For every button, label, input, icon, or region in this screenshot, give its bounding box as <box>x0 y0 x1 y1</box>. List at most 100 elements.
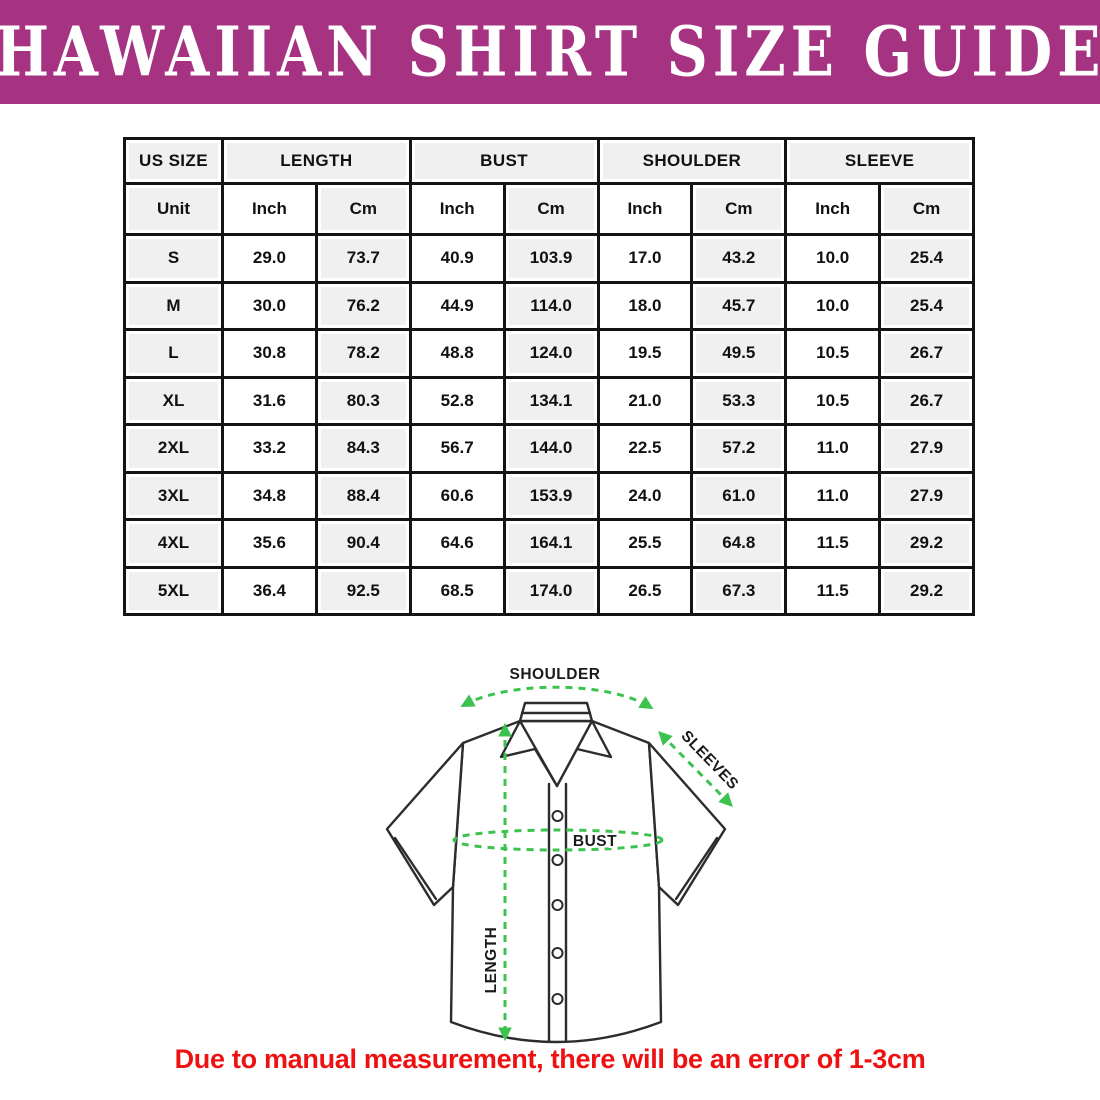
measurement-cell: 25.4 <box>878 280 975 331</box>
measurement-cell: 22.5 <box>596 423 694 474</box>
measurement-cell: 48.8 <box>408 328 506 379</box>
button <box>551 899 564 911</box>
measurement-cell: 53.3 <box>690 375 788 426</box>
measurement-cell: 84.3 <box>314 423 412 474</box>
shirt-outline <box>385 701 727 1044</box>
button <box>551 810 564 822</box>
page-title: HAWAIIAN SHIRT SIZE GUIDE <box>0 11 1100 93</box>
unit-cell: Inch <box>221 182 318 236</box>
measurement-cell: 11.0 <box>784 470 882 521</box>
col-header-sleeve: SLEEVE <box>784 137 975 185</box>
measurement-cell: 26.5 <box>596 565 694 616</box>
table-row: L 30.8 78.2 48.8 124.0 19.5 49.5 10.5 26.7 <box>123 328 975 379</box>
unit-header-cell: Unit <box>123 182 224 236</box>
unit-cell: Cm <box>502 182 600 236</box>
measurement-cell: 92.5 <box>314 565 412 616</box>
unit-cell: Cm <box>314 182 412 236</box>
group-header-row: US SIZE LENGTH BUST SHOULDER SLEEVE <box>123 137 975 185</box>
measurement-cell: 49.5 <box>690 328 788 379</box>
size-label-cell: L <box>123 328 224 379</box>
col-header-bust: BUST <box>408 137 600 185</box>
measurement-cell: 90.4 <box>314 518 412 569</box>
size-label-cell: S <box>123 233 224 284</box>
measurement-cell: 80.3 <box>314 375 412 426</box>
measurement-cell: 68.5 <box>408 565 506 616</box>
measurement-cell: 25.5 <box>596 518 694 569</box>
size-table: US SIZE LENGTH BUST SHOULDER SLEEVE Unit… <box>123 137 975 616</box>
length-label: LENGTH <box>483 927 500 994</box>
measurement-cell: 29.0 <box>221 233 318 284</box>
measurement-cell: 36.4 <box>221 565 318 616</box>
measurement-cell: 43.2 <box>690 233 788 284</box>
measurement-cell: 30.8 <box>221 328 318 379</box>
bust-loop <box>452 828 664 852</box>
measurement-cell: 124.0 <box>502 328 600 379</box>
button <box>551 993 564 1005</box>
shirt-left-cuff-line <box>393 836 438 901</box>
size-label-cell: 3XL <box>123 470 224 521</box>
measurement-cell: 34.8 <box>221 470 318 521</box>
unit-cell: Cm <box>878 182 975 236</box>
measurement-cell: 18.0 <box>596 280 694 331</box>
button <box>551 854 564 866</box>
title-banner: HAWAIIAN SHIRT SIZE GUIDE <box>0 0 1100 104</box>
measurement-cell: 60.6 <box>408 470 506 521</box>
unit-cell: Cm <box>690 182 788 236</box>
table-row: S 29.0 73.7 40.9 103.9 17.0 43.2 10.0 25.4 <box>123 233 975 284</box>
table-row: 5XL 36.4 92.5 68.5 174.0 26.5 67.3 11.5 29.2 <box>123 565 975 616</box>
measurement-cell: 61.0 <box>690 470 788 521</box>
measurement-cell: 30.0 <box>221 280 318 331</box>
measurement-cell: 103.9 <box>502 233 600 284</box>
measurement-cell: 31.6 <box>221 375 318 426</box>
measurement-cell: 29.2 <box>878 518 975 569</box>
col-header-us-size: US SIZE <box>123 137 224 185</box>
measurement-cell: 29.2 <box>878 565 975 616</box>
size-label-cell: 2XL <box>123 423 224 474</box>
shirt-buttons <box>551 810 564 1005</box>
measurement-cell: 40.9 <box>408 233 506 284</box>
measurement-cell: 73.7 <box>314 233 412 284</box>
measurement-cell: 33.2 <box>221 423 318 474</box>
unit-header-row: Unit Inch Cm Inch Cm Inch Cm Inch Cm <box>123 182 975 236</box>
measurement-cell: 21.0 <box>596 375 694 426</box>
size-label-cell: M <box>123 280 224 331</box>
measurement-cell: 44.9 <box>408 280 506 331</box>
shirt-diagram: SHOULDER SLEEVES BUST LENGTH <box>358 652 782 1064</box>
measurement-cell: 11.0 <box>784 423 882 474</box>
measurement-cell: 11.5 <box>784 565 882 616</box>
measurement-cell: 57.2 <box>690 423 788 474</box>
shoulder-label: SHOULDER <box>510 666 601 683</box>
measurement-cell: 27.9 <box>878 470 975 521</box>
measurement-cell: 10.5 <box>784 328 882 379</box>
shirt-diagram-svg: SHOULDER SLEEVES BUST LENGTH <box>385 664 744 1044</box>
measurement-cell: 10.0 <box>784 280 882 331</box>
measurement-cell: 56.7 <box>408 423 506 474</box>
measurement-cell: 10.5 <box>784 375 882 426</box>
size-table-body: S 29.0 73.7 40.9 103.9 17.0 43.2 10.0 25.4 M 30.0 7… <box>123 233 975 616</box>
shirt-collar-right-leaf <box>555 719 613 788</box>
measurement-cell: 174.0 <box>502 565 600 616</box>
measurement-cell: 88.4 <box>314 470 412 521</box>
measurement-cell: 67.3 <box>690 565 788 616</box>
measurement-cell: 17.0 <box>596 233 694 284</box>
shoulder-arrow <box>460 685 654 710</box>
measurement-cell: 11.5 <box>784 518 882 569</box>
measurement-cell: 35.6 <box>221 518 318 569</box>
table-row: 3XL 34.8 88.4 60.6 153.9 24.0 61.0 11.0 27.9 <box>123 470 975 521</box>
measurement-cell: 76.2 <box>314 280 412 331</box>
table-row: 2XL 33.2 84.3 56.7 144.0 22.5 57.2 11.0 27.9 <box>123 423 975 474</box>
measurement-cell: 26.7 <box>878 375 975 426</box>
measurement-cell: 134.1 <box>502 375 600 426</box>
size-label-cell: 5XL <box>123 565 224 616</box>
measurement-cell: 114.0 <box>502 280 600 331</box>
bust-label: BUST <box>573 833 617 850</box>
measurement-cell: 10.0 <box>784 233 882 284</box>
button <box>551 947 564 959</box>
size-table-wrap: US SIZE LENGTH BUST SHOULDER SLEEVE Unit… <box>123 137 975 616</box>
unit-cell: Inch <box>408 182 506 236</box>
col-header-shoulder: SHOULDER <box>596 137 788 185</box>
measurement-cell: 164.1 <box>502 518 600 569</box>
measurement-cell: 52.8 <box>408 375 506 426</box>
size-label-cell: 4XL <box>123 518 224 569</box>
measurement-cell: 64.8 <box>690 518 788 569</box>
